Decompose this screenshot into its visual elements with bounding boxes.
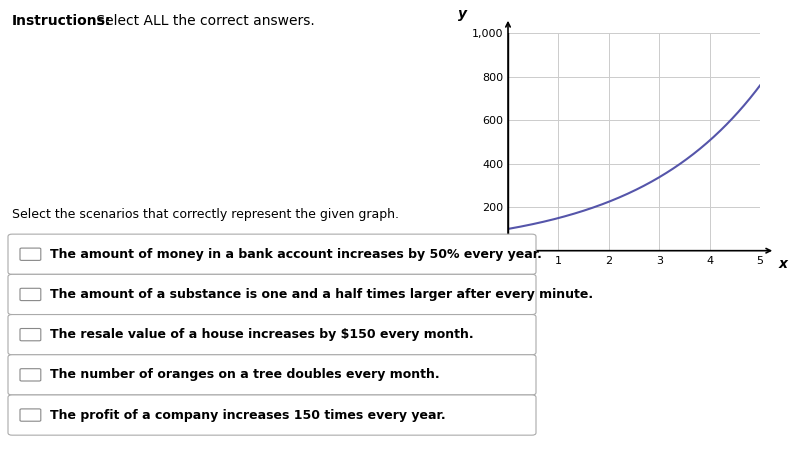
Text: Select the scenarios that correctly represent the given graph.: Select the scenarios that correctly repr… (12, 208, 399, 221)
Text: The resale value of a house increases by $150 every month.: The resale value of a house increases by… (50, 328, 474, 341)
Text: The profit of a company increases 150 times every year.: The profit of a company increases 150 ti… (50, 409, 446, 421)
Text: Select ALL the correct answers.: Select ALL the correct answers. (92, 14, 314, 28)
Text: y: y (458, 7, 467, 20)
Text: The number of oranges on a tree doubles every month.: The number of oranges on a tree doubles … (50, 368, 440, 381)
Text: The amount of a substance is one and a half times larger after every minute.: The amount of a substance is one and a h… (50, 288, 594, 301)
Text: The amount of money in a bank account increases by 50% every year.: The amount of money in a bank account in… (50, 248, 542, 261)
Text: x: x (778, 257, 787, 271)
Text: Instructions:: Instructions: (12, 14, 111, 28)
Text: 0: 0 (479, 261, 486, 271)
